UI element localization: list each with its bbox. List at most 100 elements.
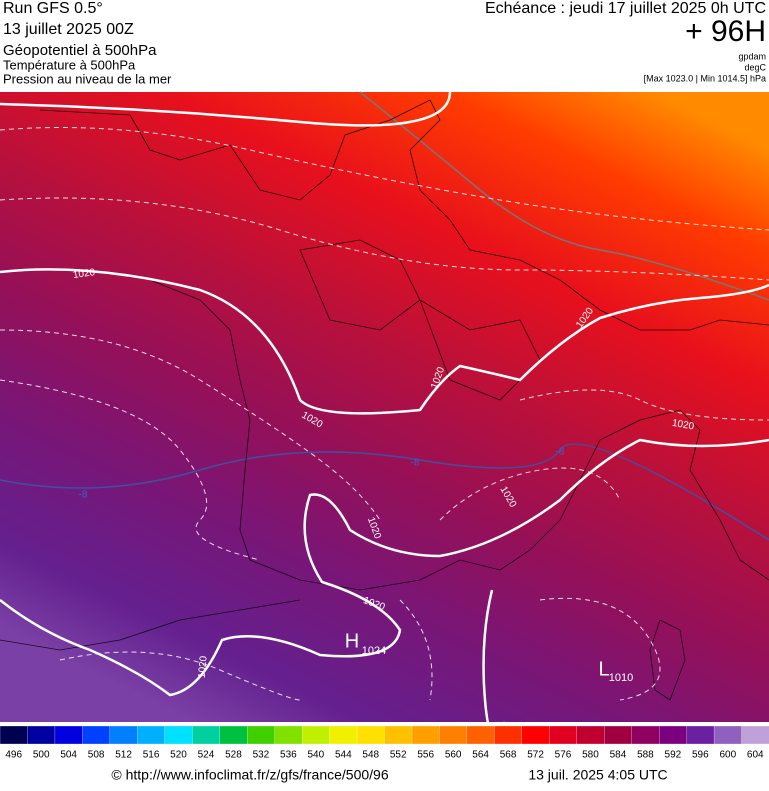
unit-temperature: degC xyxy=(744,62,766,72)
colorbar-label: 512 xyxy=(115,750,132,761)
colorbar-label: 572 xyxy=(527,750,544,761)
colorbar-swatch xyxy=(631,725,660,745)
colorbar-label: 536 xyxy=(280,750,297,761)
dashed-line xyxy=(399,597,661,701)
temperature-label: -8 xyxy=(411,458,420,469)
isobar-label: 1020 xyxy=(671,418,695,433)
colorbar-swatch xyxy=(109,725,138,745)
colorbar-swatch xyxy=(329,725,358,745)
colorbar-label: 516 xyxy=(143,750,160,761)
colorbar-label: 520 xyxy=(170,750,187,761)
isobar-dashed xyxy=(0,127,769,701)
colorbar-label: 584 xyxy=(610,750,627,761)
colorbar-swatch xyxy=(411,725,441,745)
border-line xyxy=(0,599,301,651)
colorbar-label: 496 xyxy=(5,750,22,761)
dashed-line xyxy=(0,379,261,561)
temperature-line xyxy=(0,443,769,541)
island xyxy=(649,619,686,701)
colorbar-label: 588 xyxy=(637,750,654,761)
colorbar-swatch xyxy=(301,725,331,745)
map xyxy=(0,91,769,738)
colorbar-label: 552 xyxy=(390,750,407,761)
colorbar-label: 556 xyxy=(417,750,434,761)
low-value: 1010 xyxy=(609,672,633,684)
colorbar-label: 504 xyxy=(60,750,77,761)
colorbar-label: 524 xyxy=(198,750,215,761)
temperature-label: -8 xyxy=(79,490,88,501)
colorbar-swatch xyxy=(686,725,715,745)
colorbar-swatch xyxy=(192,725,221,745)
run-title: Run GFS 0.5° xyxy=(3,0,103,17)
run-date: 13 juillet 2025 00Z xyxy=(3,21,134,38)
isobar xyxy=(0,438,769,697)
colorbar-swatch xyxy=(54,725,84,745)
colorbar-swatch xyxy=(82,725,111,745)
colorbar-swatch xyxy=(521,725,550,745)
dashed-line xyxy=(0,197,769,281)
colorbar-label: 564 xyxy=(472,750,489,761)
colorbar-swatch xyxy=(137,725,166,745)
borders xyxy=(0,99,769,701)
timestamp: 13 juil. 2025 4:05 UTC xyxy=(528,767,667,783)
geopotential-field xyxy=(0,92,769,722)
colorbar: 496 500 504 508 512 516 520 524 528 532 536 540 544 5… xyxy=(0,725,769,761)
colorbar-swatch xyxy=(741,725,769,745)
colorbar-label: 532 xyxy=(253,750,270,761)
colorbar-label: 528 xyxy=(225,750,242,761)
temperature-label: -8 xyxy=(556,447,565,458)
isobar-label: 1020 xyxy=(197,655,210,679)
colorbar-swatch xyxy=(0,725,29,745)
dashed-line xyxy=(0,127,769,231)
colorbar-label: 596 xyxy=(692,750,709,761)
colorbar-swatch xyxy=(27,725,56,745)
dashed-line xyxy=(519,389,769,421)
unit-geopotential: gpdam xyxy=(738,51,766,61)
colorbar-label: 540 xyxy=(307,750,324,761)
high-value: 1024 xyxy=(362,645,386,657)
colorbar-label: 544 xyxy=(335,750,352,761)
border-line xyxy=(149,279,769,591)
colorbar-label: 560 xyxy=(445,750,462,761)
colorbar-swatch xyxy=(549,725,578,745)
colorbar-label: 604 xyxy=(747,750,764,761)
colorbar-label: 508 xyxy=(88,750,105,761)
colorbar-swatch xyxy=(604,725,633,745)
dashed-line xyxy=(59,467,621,701)
low-letter: L xyxy=(598,658,609,680)
colorbar-swatch xyxy=(219,725,248,745)
colorbar-swatch xyxy=(658,725,688,745)
colorbar-swatch xyxy=(713,725,743,745)
field-pressure: Pression au niveau de la mer xyxy=(3,71,172,86)
colorbar-swatch xyxy=(494,725,523,745)
high-letter: H xyxy=(345,630,359,652)
dashed-line xyxy=(0,329,381,521)
forecast-time: Echéance : jeudi 17 juillet 2025 0h UTC xyxy=(485,0,766,17)
colorbar-swatch xyxy=(274,725,303,745)
colorbar-label: 548 xyxy=(362,750,379,761)
lead-time: + 96H xyxy=(685,15,766,48)
border-line xyxy=(39,99,769,331)
colorbar-label: 592 xyxy=(665,750,682,761)
colorbar-label: 576 xyxy=(555,750,572,761)
colorbar-swatch xyxy=(439,725,468,745)
field-temperature: Température à 500hPa xyxy=(3,57,136,72)
isobar xyxy=(0,91,452,127)
colorbar-swatch xyxy=(466,725,496,745)
colorbar-label: 580 xyxy=(582,750,599,761)
colorbar-swatch xyxy=(384,725,413,745)
colorbar-swatch xyxy=(164,725,193,745)
colorbar-swatch xyxy=(356,725,386,745)
field-main: Géopotentiel à 500hPa xyxy=(3,42,157,59)
pressure-range: [Max 1023.0 | Min 1014.5] hPa xyxy=(644,73,766,83)
source-url: © http://www.infoclimat.fr/z/gfs/france/… xyxy=(111,767,388,783)
colorbar-label: 500 xyxy=(33,750,50,761)
isobar xyxy=(0,268,769,415)
isobar-label: 1020 xyxy=(72,267,96,281)
colorbar-swatch xyxy=(576,725,605,745)
colorbar-label: 600 xyxy=(719,750,736,761)
colorbar-swatch xyxy=(247,725,276,745)
colorbar-label: 568 xyxy=(500,750,517,761)
